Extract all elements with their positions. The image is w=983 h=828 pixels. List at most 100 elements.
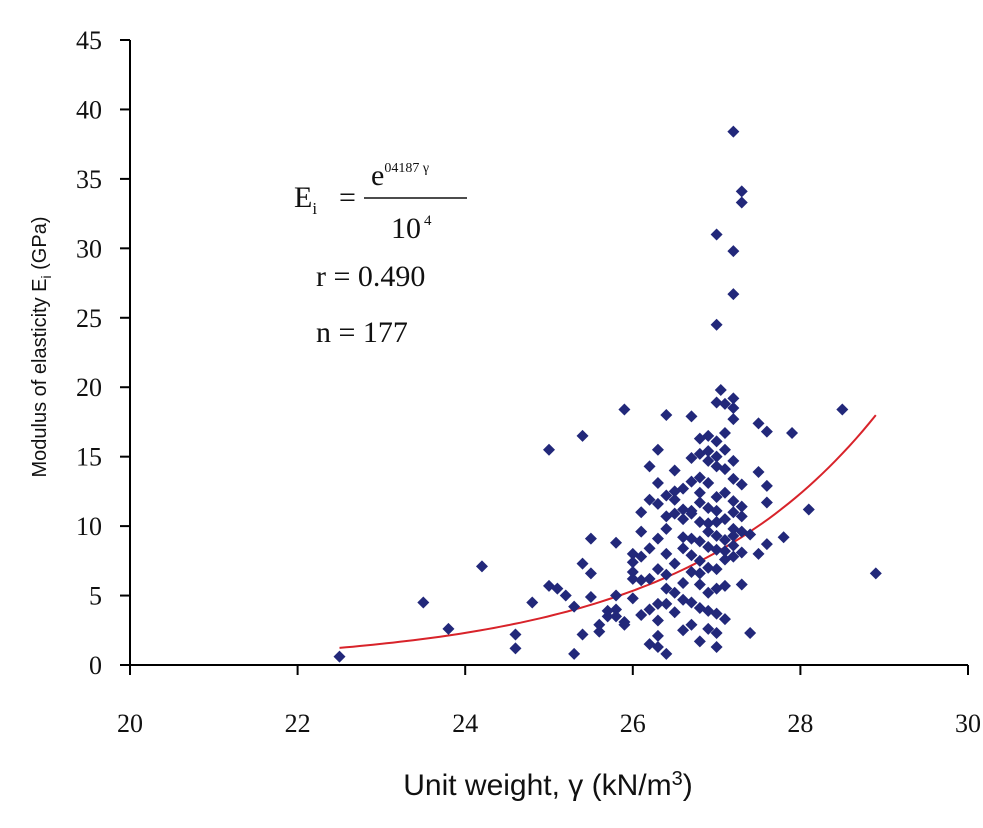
data-point	[677, 542, 690, 555]
data-point	[710, 627, 723, 640]
data-point	[702, 561, 715, 574]
data-point	[685, 596, 698, 609]
data-point	[693, 515, 706, 528]
data-point	[677, 577, 690, 590]
eq-lhs-sub: i	[312, 199, 317, 218]
data-point	[702, 586, 715, 599]
data-point	[660, 522, 673, 535]
x-axis-title: Unit weight, γ (kN/m3)	[403, 768, 693, 802]
data-point	[685, 565, 698, 578]
x-axis-title-sup: 3	[672, 768, 683, 790]
x-axis-title-tail: )	[683, 769, 693, 802]
data-point	[727, 495, 740, 508]
eq-numerator-exp: 04187 γ	[384, 161, 429, 176]
y-tick-label: 30	[76, 234, 102, 263]
x-tick-label: 28	[787, 709, 813, 738]
data-point	[735, 546, 748, 559]
data-point	[593, 618, 606, 631]
data-point	[576, 557, 589, 570]
data-point	[693, 496, 706, 509]
data-point	[718, 534, 731, 546]
data-point	[651, 563, 664, 576]
data-point	[668, 557, 681, 570]
data-point	[752, 547, 765, 560]
data-point	[576, 429, 589, 442]
data-point	[509, 628, 522, 641]
data-point	[677, 503, 690, 516]
data-point	[584, 590, 597, 603]
data-point	[710, 563, 723, 576]
data-point	[693, 635, 706, 648]
data-point	[744, 528, 757, 541]
data-point	[660, 647, 673, 660]
data-point	[668, 586, 681, 599]
y-axis-title-sub: i	[38, 275, 54, 278]
data-point	[718, 463, 731, 476]
y-tick-label: 15	[76, 443, 102, 472]
data-point	[551, 582, 564, 595]
data-point	[710, 318, 723, 331]
data-point	[660, 409, 673, 421]
data-point	[584, 532, 597, 545]
data-point	[702, 429, 715, 442]
data-point	[668, 485, 681, 498]
data-point	[610, 603, 623, 616]
data-point	[651, 629, 664, 642]
data-point	[668, 493, 681, 506]
data-point	[869, 567, 882, 580]
data-point	[651, 597, 664, 610]
data-point	[727, 529, 740, 542]
data-point	[626, 572, 639, 585]
data-point	[651, 443, 664, 456]
data-point	[702, 477, 715, 490]
data-point	[668, 507, 681, 520]
data-point	[727, 506, 740, 519]
data-point	[651, 497, 664, 510]
data-point	[735, 578, 748, 591]
svg-text:104: 10 4	[391, 212, 432, 245]
data-point	[643, 542, 656, 555]
eq-r-value: r = 0.490	[316, 260, 425, 293]
data-point	[651, 477, 664, 490]
data-points	[333, 125, 882, 663]
x-tick-label: 30	[955, 709, 981, 738]
data-point	[526, 596, 539, 609]
data-point	[735, 500, 748, 513]
data-point	[744, 627, 757, 640]
data-point	[702, 454, 715, 467]
data-point	[693, 471, 706, 484]
data-point	[718, 579, 731, 592]
data-point	[635, 525, 648, 538]
data-point	[618, 403, 631, 416]
eq-lhs-main: E	[294, 181, 312, 214]
data-point	[735, 196, 748, 209]
data-point	[610, 589, 623, 602]
data-point	[660, 597, 673, 610]
y-tick-label: 5	[89, 582, 102, 611]
data-point	[475, 560, 488, 573]
eq-denominator-base: 10	[391, 212, 421, 245]
equation-annotation: Ei = e04187 γ 10 4 r = 0.490 n = 177	[294, 159, 467, 349]
svg-text:e04187 γ: e04187 γ	[371, 159, 429, 192]
data-point	[702, 445, 715, 458]
data-point	[760, 496, 773, 509]
data-point	[626, 592, 639, 605]
data-point	[677, 531, 690, 544]
data-point	[509, 642, 522, 655]
data-point	[643, 460, 656, 473]
x-axis-ticks: 20 22 24 26 28 30	[117, 665, 981, 738]
data-point	[702, 517, 715, 530]
data-point	[601, 604, 614, 617]
axes	[129, 40, 968, 666]
data-point	[735, 510, 748, 523]
data-point	[777, 531, 790, 544]
eq-denominator-exp: 4	[424, 213, 432, 229]
data-point	[710, 490, 723, 503]
data-point	[727, 392, 740, 405]
data-point	[718, 427, 731, 440]
data-point	[718, 545, 731, 558]
data-point	[718, 613, 731, 626]
data-point	[660, 489, 673, 502]
data-point	[635, 574, 648, 587]
data-point	[668, 464, 681, 477]
